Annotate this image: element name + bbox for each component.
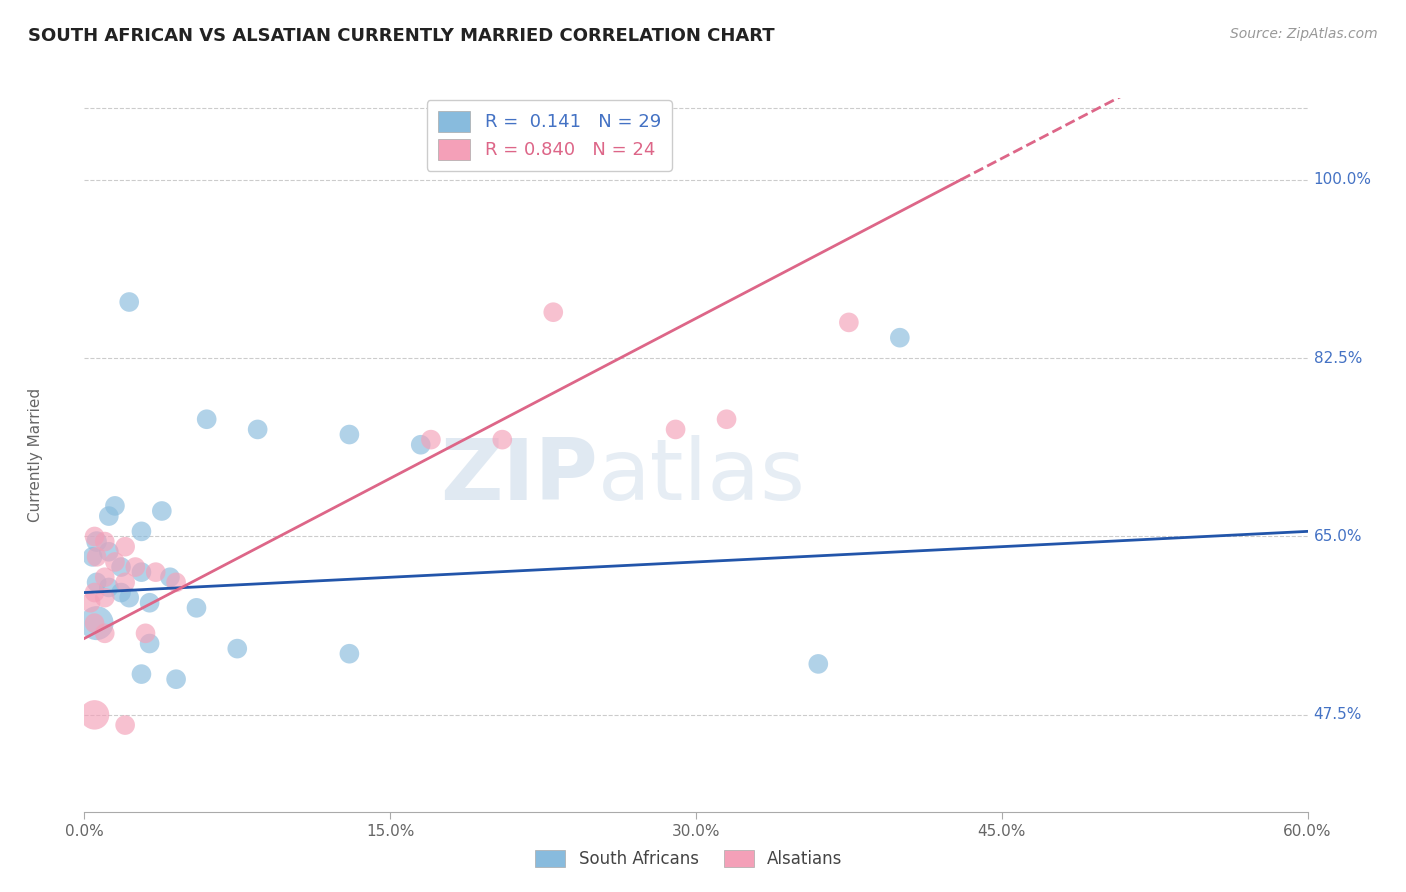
- Point: [716, 412, 738, 426]
- Point: [838, 315, 860, 329]
- Point: [150, 504, 173, 518]
- Point: [83, 529, 105, 543]
- Point: [97, 509, 120, 524]
- Point: [114, 718, 136, 732]
- Point: [138, 636, 160, 650]
- Point: [339, 427, 360, 442]
- Point: [82, 549, 104, 564]
- Text: 82.5%: 82.5%: [1313, 351, 1362, 366]
- Text: 47.5%: 47.5%: [1313, 707, 1362, 723]
- Legend: South Africans, Alsatians: South Africans, Alsatians: [529, 843, 849, 875]
- Text: ZIP: ZIP: [440, 434, 598, 518]
- Point: [104, 555, 127, 569]
- Text: Currently Married: Currently Married: [28, 388, 44, 522]
- Point: [409, 438, 432, 452]
- Point: [339, 647, 360, 661]
- Point: [83, 707, 105, 722]
- Point: [97, 545, 120, 559]
- Point: [664, 422, 686, 436]
- Point: [131, 565, 153, 579]
- Point: [93, 591, 115, 605]
- Point: [86, 549, 108, 564]
- Point: [195, 412, 218, 426]
- Text: 65.0%: 65.0%: [1313, 529, 1362, 544]
- Point: [159, 570, 181, 584]
- Point: [889, 331, 911, 345]
- Text: Source: ZipAtlas.com: Source: ZipAtlas.com: [1230, 27, 1378, 41]
- Point: [186, 600, 208, 615]
- Point: [86, 575, 108, 590]
- Point: [246, 422, 269, 436]
- Point: [543, 305, 565, 319]
- Point: [97, 581, 120, 595]
- Point: [104, 499, 127, 513]
- Point: [114, 540, 136, 554]
- Point: [83, 585, 105, 599]
- Point: [93, 626, 115, 640]
- Point: [83, 616, 105, 631]
- Point: [118, 591, 141, 605]
- Point: [131, 667, 153, 681]
- Point: [79, 596, 101, 610]
- Point: [93, 534, 115, 549]
- Point: [135, 626, 157, 640]
- Point: [86, 616, 108, 631]
- Point: [145, 565, 167, 579]
- Point: [138, 596, 160, 610]
- Point: [93, 570, 115, 584]
- Legend: R =  0.141   N = 29, R = 0.840   N = 24: R = 0.141 N = 29, R = 0.840 N = 24: [427, 100, 672, 170]
- Point: [226, 641, 249, 656]
- Point: [491, 433, 513, 447]
- Point: [110, 585, 132, 599]
- Text: 100.0%: 100.0%: [1313, 172, 1372, 187]
- Point: [86, 534, 108, 549]
- Point: [131, 524, 153, 539]
- Text: atlas: atlas: [598, 434, 806, 518]
- Point: [807, 657, 830, 671]
- Point: [165, 672, 187, 686]
- Point: [124, 560, 146, 574]
- Point: [114, 575, 136, 590]
- Point: [165, 575, 187, 590]
- Point: [118, 295, 141, 310]
- Point: [420, 433, 443, 447]
- Point: [110, 560, 132, 574]
- Text: SOUTH AFRICAN VS ALSATIAN CURRENTLY MARRIED CORRELATION CHART: SOUTH AFRICAN VS ALSATIAN CURRENTLY MARR…: [28, 27, 775, 45]
